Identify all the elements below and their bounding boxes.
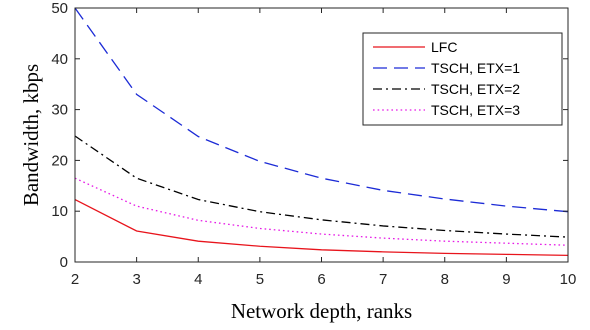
x-tick-label: 7 — [379, 271, 387, 288]
x-tick-label: 6 — [317, 271, 325, 288]
series-line-2 — [74, 7, 569, 213]
x-axis-label: Network depth, ranks — [231, 299, 412, 323]
legend-label-3: TSCH, ETX=2 — [431, 81, 520, 97]
series-layer — [74, 7, 569, 257]
y-tick-label: 10 — [51, 203, 68, 220]
legend: LFC TSCH, ETX=1 TSCH, ETX=2 TSCH, ETX=3 — [362, 32, 563, 126]
series-line-3 — [74, 135, 569, 238]
x-tick-label: 5 — [256, 271, 264, 288]
series-line-1 — [74, 198, 569, 257]
y-axis-label: Bandwidth, kbps — [19, 64, 43, 206]
x-tick-label: 2 — [71, 271, 79, 288]
x-tick-label: 8 — [441, 271, 449, 288]
y-tick-label: 20 — [51, 152, 68, 169]
ticks-layer: 2 3 4 5 6 7 8 9 10 0 10 20 30 40 50 — [51, 0, 576, 288]
y-tick-label: 0 — [60, 254, 68, 271]
y-tick-label: 40 — [51, 51, 68, 68]
x-tick-label: 9 — [502, 271, 510, 288]
x-tick-label: 3 — [132, 271, 140, 288]
x-tick-label: 4 — [194, 271, 202, 288]
y-tick-label: 30 — [51, 102, 68, 119]
y-tick-label: 50 — [51, 0, 68, 17]
series-line-4 — [74, 177, 569, 246]
x-tick-label: 10 — [560, 271, 577, 288]
legend-label-1: LFC — [431, 39, 457, 55]
legend-label-2: TSCH, ETX=1 — [431, 60, 520, 76]
legend-label-4: TSCH, ETX=3 — [431, 102, 520, 118]
